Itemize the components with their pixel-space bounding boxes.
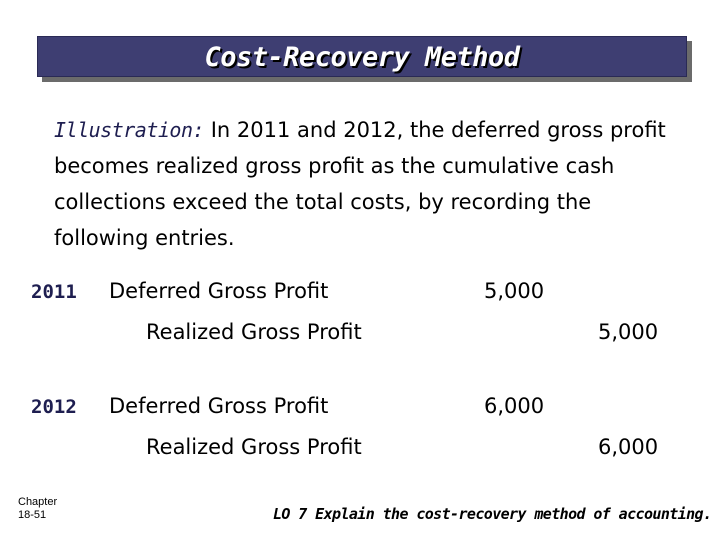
credit-account: Realized Gross Profit	[146, 320, 362, 344]
illustration-text: In 2011 and 2012, the deferred gross pro…	[54, 118, 666, 250]
slide-title: Cost-Recovery Method	[204, 42, 520, 73]
illustration-label: Illustration:	[54, 118, 205, 142]
credit-amount: 6,000	[598, 435, 659, 459]
entry-year: 2012	[31, 396, 77, 418]
chapter-footer: Chapter 18-51	[18, 496, 57, 522]
title-bar	[37, 36, 687, 77]
debit-account: Deferred Gross Profit	[109, 394, 329, 418]
debit-account: Deferred Gross Profit	[109, 279, 329, 303]
debit-amount: 5,000	[484, 279, 545, 303]
page-number: 18-51	[18, 509, 47, 521]
debit-amount: 6,000	[484, 394, 545, 418]
entry-year: 2011	[31, 281, 77, 303]
chapter-label: Chapter	[18, 496, 58, 508]
learning-objective: LO 7 Explain the cost-recovery method of…	[273, 505, 712, 523]
illustration-paragraph: Illustration: In 2011 and 2012, the defe…	[54, 112, 674, 256]
credit-amount: 5,000	[598, 320, 659, 344]
credit-account: Realized Gross Profit	[146, 435, 362, 459]
